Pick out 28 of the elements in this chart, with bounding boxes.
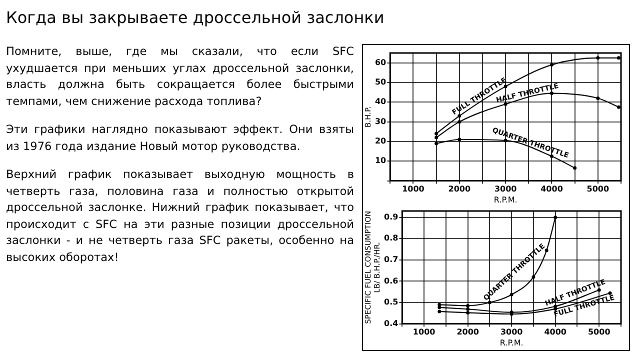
- y-tick-label: 40: [374, 97, 387, 106]
- x-tick-label: 4000: [544, 328, 567, 337]
- x-tick-label: 1000: [412, 328, 436, 337]
- y-tick-label: 0.4: [384, 318, 399, 328]
- y-tick-label: 30: [374, 116, 387, 126]
- text: Когда вы закрываете дроссельной заслонки: [6, 8, 384, 27]
- text: Эти графики наглядно показывают эффект. Они взяты из 1976 года издание Новый мотор руководства.: [6, 122, 354, 154]
- y-tick-label: 10: [374, 156, 387, 166]
- x-tick-label: 4000: [540, 184, 564, 194]
- x-tick-label: 2000: [448, 184, 471, 194]
- x-tick-label: 2000: [456, 328, 480, 337]
- x-tick-label: 3000: [500, 328, 524, 337]
- y-tick-label: 60: [374, 58, 387, 67]
- y-tick-label: 0.7: [384, 255, 398, 264]
- y-tick-label: 20: [374, 136, 387, 146]
- text: Помните, выше, где мы сказали, что если SFC ухудшается при меньших углах дроссельной заслонки, власть должна быть сокращается более быстрыми темпами, чем снижение расхода топлива?: [6, 44, 354, 110]
- y-tick-label: 0.8: [384, 234, 399, 243]
- x-tick-label: 1000: [402, 184, 425, 194]
- x-axis-title: R.P.M.: [500, 338, 524, 348]
- y-tick-label: 0.9: [384, 212, 399, 222]
- x-tick-label: 5000: [586, 184, 610, 194]
- y-tick-label: 0.6: [384, 276, 399, 286]
- x-tick-label: 3000: [494, 184, 518, 194]
- y-tick-label: 50: [374, 78, 387, 87]
- text: Верхний график показывает выходную мощность в четверть газа, половина газа и полностью открытой дроссельной заслонке. Нижний график показывает, что происходит с SFC на эти разные позиции дроссельной заслонки - и не четверть газа SFC ракеты, особенно на высоких оборотах!: [6, 167, 354, 266]
- x-tick-label: 5000: [588, 328, 611, 337]
- y-tick-label: 0.5: [384, 298, 399, 307]
- x-axis-title: R.P.M.: [494, 195, 518, 204]
